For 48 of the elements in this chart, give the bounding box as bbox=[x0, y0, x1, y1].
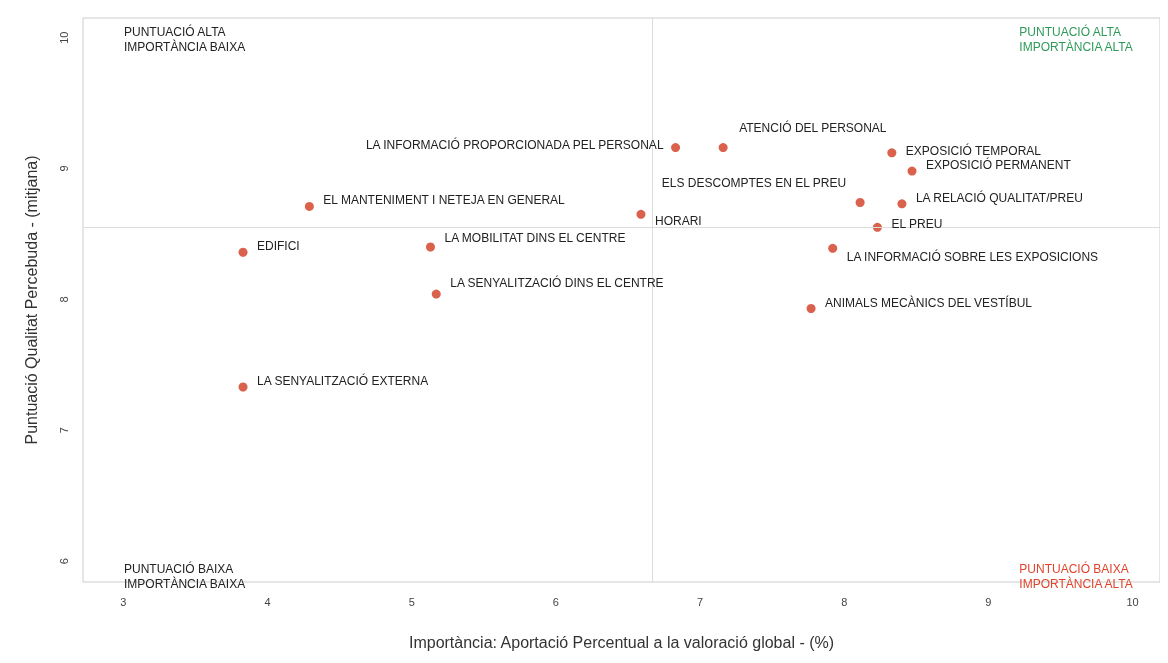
point bbox=[855, 198, 865, 208]
annotation: EL MANTENIMENT I NETEJA EN GENERAL bbox=[323, 193, 566, 208]
annotation: PUNTUACIÓ ALTA IMPORTÀNCIA ALTA bbox=[1019, 23, 1133, 54]
y-tick-label: 8 bbox=[57, 296, 70, 303]
point bbox=[806, 304, 816, 313]
x-tick-label: 5 bbox=[408, 595, 415, 608]
annotation: LA RELACIÓ QUALITAT/PREU bbox=[915, 189, 1083, 205]
y-tick-label: 7 bbox=[57, 427, 70, 434]
y-tick-label: 10 bbox=[57, 31, 70, 44]
annotation: ELS DESCOMPTES EN EL PREU bbox=[661, 175, 847, 190]
annotation: LA SENYALITZACIÓ EXTERNA bbox=[257, 373, 429, 389]
x-tick-label: 3 bbox=[120, 595, 127, 608]
x-tick-label: 6 bbox=[552, 595, 559, 608]
annotation: PUNTUACIÓ BAIXA IMPORTÀNCIA ALTA bbox=[1019, 560, 1133, 591]
x-tick-label: 4 bbox=[264, 595, 271, 608]
y-tick-label: 9 bbox=[57, 165, 70, 172]
point bbox=[431, 289, 441, 299]
point bbox=[425, 242, 435, 252]
annotation: EL PREU bbox=[891, 217, 943, 232]
x-tick-label: 7 bbox=[697, 595, 704, 608]
y-axis-title: Puntuació Qualitat Percebuda - (mitjana) bbox=[22, 155, 40, 445]
annotation: ANIMALS MECÀNICS DEL VESTÍBUL bbox=[825, 294, 1033, 310]
point bbox=[897, 199, 907, 209]
annotation: PUNTUACIÓ ALTA IMPORTÀNCIA BAIXA bbox=[124, 23, 246, 54]
point bbox=[718, 143, 728, 153]
annotation: EXPOSICIÓ PERMANENT bbox=[926, 157, 1072, 173]
x-tick-label: 9 bbox=[985, 595, 992, 608]
y-tick-label: 6 bbox=[57, 558, 70, 565]
x-axis-title: Importància: Aportació Percentual a la valoració global - (%) bbox=[408, 633, 835, 651]
annotation: EXPOSICIÓ TEMPORAL bbox=[905, 142, 1042, 158]
annotation: LA INFORMACIÓ PROPORCIONADA PEL PERSONAL bbox=[365, 136, 664, 152]
annotation: LA SENYALITZACIÓ DINS EL CENTRE bbox=[450, 275, 664, 291]
annotation: LA MOBILITAT DINS EL CENTRE bbox=[444, 231, 626, 245]
point bbox=[636, 209, 646, 219]
annotation: PUNTUACIÓ BAIXA IMPORTÀNCIA BAIXA bbox=[124, 560, 246, 591]
point bbox=[828, 243, 838, 253]
annotation: EDIFICI bbox=[257, 239, 300, 254]
point bbox=[907, 166, 917, 176]
annotation: LA INFORMACIÓ SOBRE LES EXPOSICIONS bbox=[846, 249, 1099, 265]
x-tick-label: 10 bbox=[1126, 595, 1139, 608]
annotation: ATENCIÓ DEL PERSONAL bbox=[739, 119, 887, 135]
point bbox=[238, 247, 248, 257]
point bbox=[671, 143, 681, 153]
point bbox=[238, 382, 248, 392]
x-tick-label: 8 bbox=[841, 595, 848, 608]
point bbox=[304, 201, 314, 211]
annotation: HORARI bbox=[654, 214, 702, 229]
point bbox=[887, 148, 897, 158]
